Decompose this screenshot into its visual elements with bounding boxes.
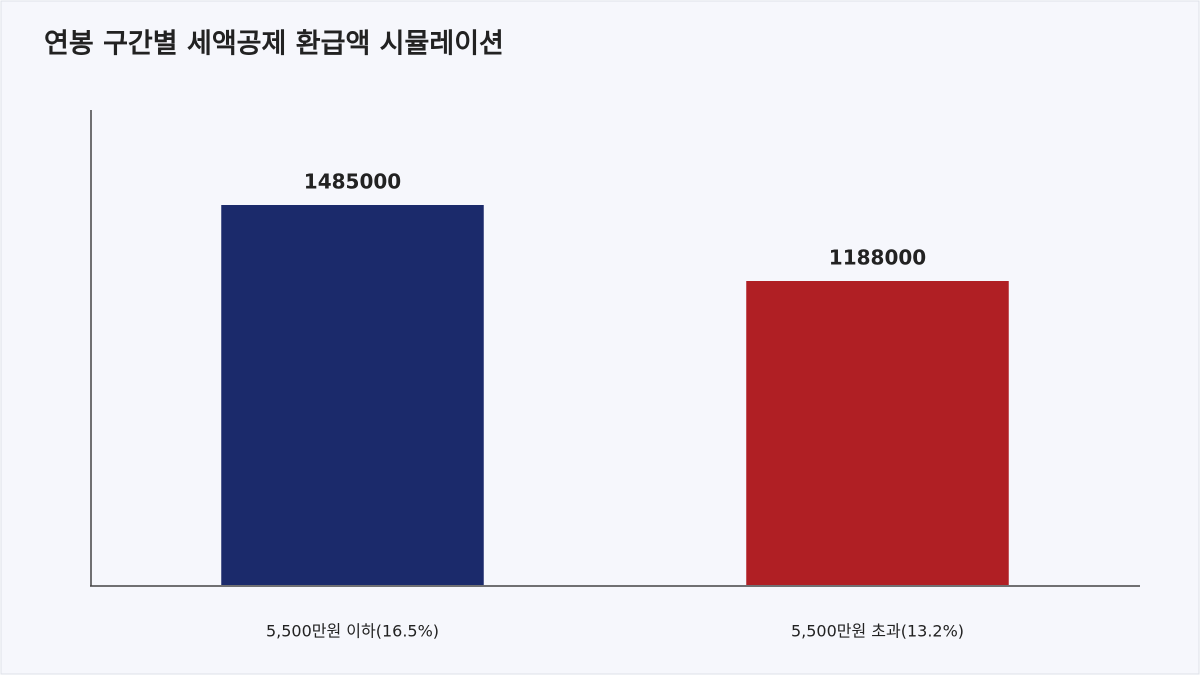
x-tick-label: 5,500만원 이하(16.5%) bbox=[266, 622, 439, 641]
chart-title: 연봉 구간별 세액공제 환급액 시뮬레이션 bbox=[44, 29, 504, 60]
value-label: 1188000 bbox=[829, 246, 926, 270]
x-tick-label: 5,500만원 초과(13.2%) bbox=[791, 622, 964, 641]
bar bbox=[746, 281, 1009, 585]
bar bbox=[221, 205, 484, 585]
value-label: 1485000 bbox=[304, 170, 401, 194]
